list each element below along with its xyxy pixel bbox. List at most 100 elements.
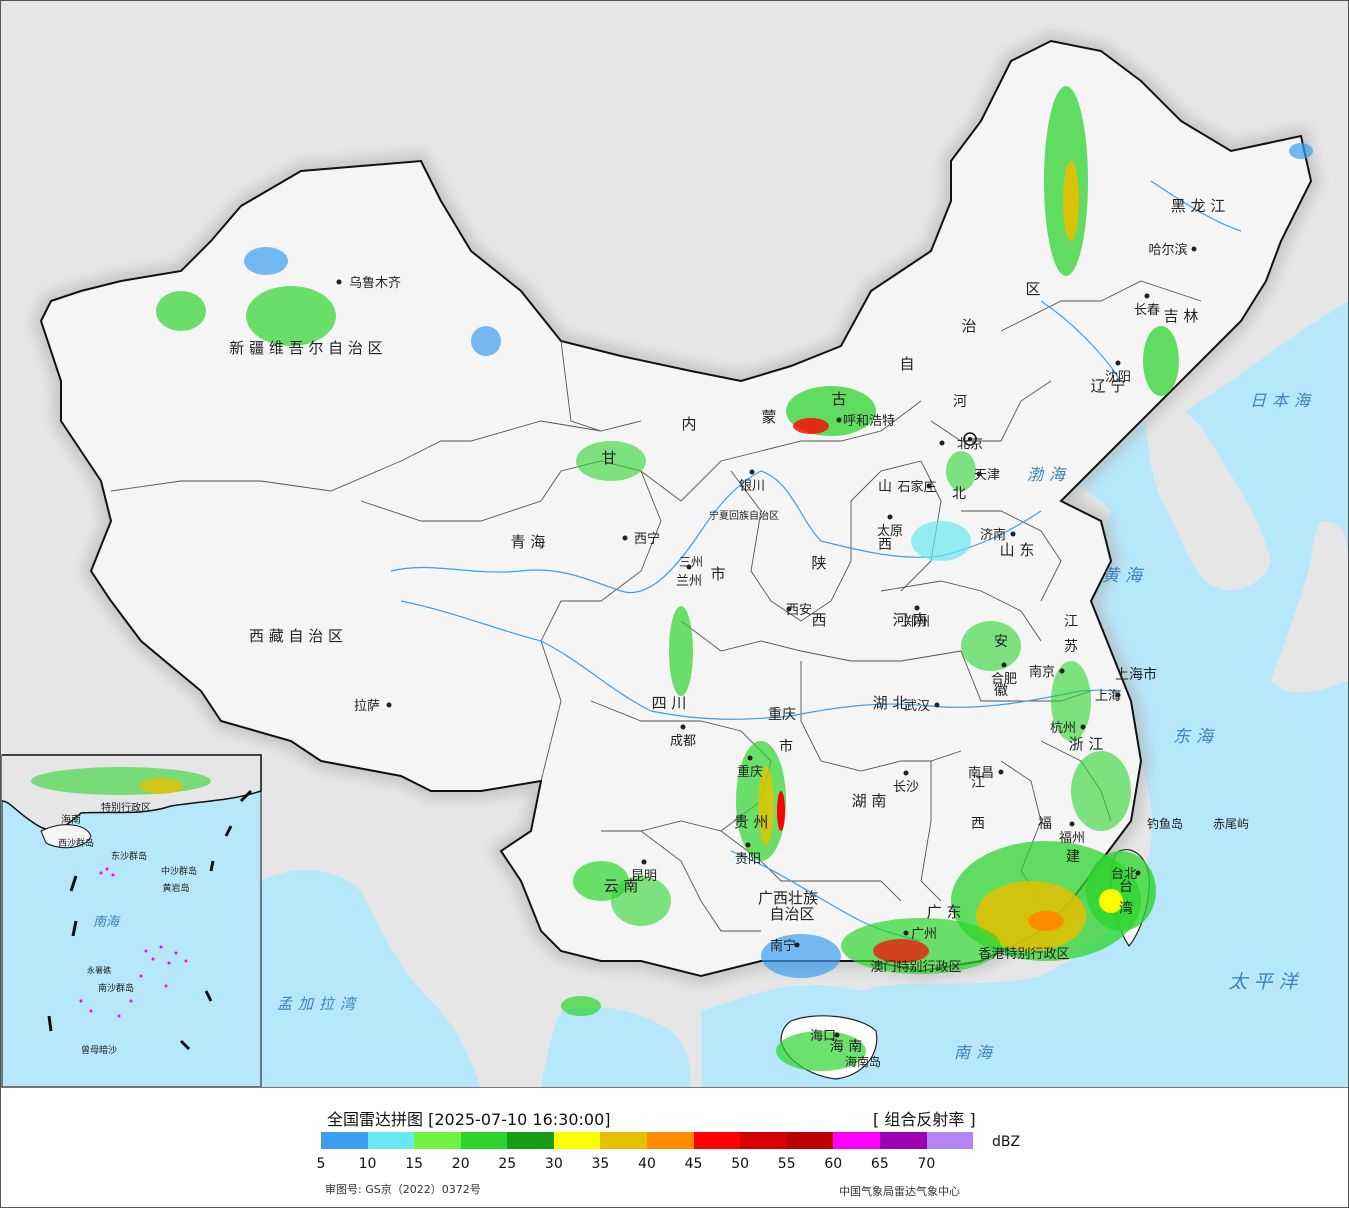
color-swatch xyxy=(879,1132,927,1149)
city-marker: 呼和浩特 xyxy=(836,414,895,429)
color-swatch xyxy=(926,1132,974,1149)
city-labels: 乌鲁木齐拉萨西宁银川呼和浩特北京天津石家庄太原 济南郑州西安兰州成都重庆武汉合肥南… xyxy=(336,242,1197,1044)
city-dot xyxy=(622,535,628,541)
province-label: 甘 xyxy=(601,449,616,467)
province-label: 自治区 xyxy=(769,905,814,923)
province-label: 河 南 xyxy=(893,611,928,629)
province-label: 广 东 xyxy=(927,903,962,921)
city-label: 上海 xyxy=(1095,689,1121,704)
sea-label: 黄海 xyxy=(1102,566,1148,586)
city-dot xyxy=(641,859,647,865)
city-dot xyxy=(903,930,909,936)
city-dot xyxy=(336,279,342,285)
city-dot xyxy=(786,606,792,612)
unit-label: dBZ xyxy=(992,1134,1021,1150)
city-dot xyxy=(914,605,920,611)
island-label: 钓鱼岛 xyxy=(1147,816,1183,831)
city-marker: 杭州 xyxy=(1050,721,1086,736)
city-label: 乌鲁木齐 xyxy=(349,275,401,291)
color-swatch xyxy=(833,1132,880,1149)
inset-label: 南海 xyxy=(93,915,121,930)
city-marker: 重庆 xyxy=(737,755,763,780)
legend-title: 全国雷达拼图 [2025-07-10 16:30:00] xyxy=(327,1110,611,1129)
color-swatch xyxy=(647,1132,694,1149)
province-label: 古 xyxy=(831,390,846,408)
island-label: 海南岛 xyxy=(845,1054,881,1069)
city-label: 兰州 xyxy=(676,574,702,589)
sea-andaman xyxy=(541,1007,691,1087)
city-dot xyxy=(1115,692,1121,698)
city-marker: 哈尔滨 xyxy=(1148,242,1197,258)
city-dot xyxy=(1010,531,1016,537)
color-swatch xyxy=(786,1132,834,1149)
sea-label: 东海 xyxy=(1173,727,1219,747)
province-label: 四 川 xyxy=(652,694,687,712)
city-marker: 成都 xyxy=(670,724,696,749)
province-label: 澳门特别行政区 xyxy=(870,959,961,975)
province-label: 西 xyxy=(811,611,826,629)
city-label: 太原 xyxy=(877,524,903,539)
city-label: 西宁 xyxy=(634,531,660,547)
city-label: 哈尔滨 xyxy=(1148,242,1187,258)
agency-credit: 中国气象局雷达气象中心 xyxy=(839,1185,960,1198)
scale-tick-label: 25 xyxy=(498,1156,517,1172)
city-marker: 昆明 xyxy=(631,859,657,884)
legend-panel: 全国雷达拼图 [2025-07-10 16:30:00] [ 组合反射率 ] 5… xyxy=(1,1088,1348,1207)
city-label: 贵阳 xyxy=(735,852,761,867)
inset-label: 曾母暗沙 xyxy=(81,1044,117,1056)
city-marker: 郑州 xyxy=(904,605,930,630)
province-label: 福 xyxy=(1038,816,1052,832)
city-marker: 太原 xyxy=(877,514,903,539)
province-label: 海 南 xyxy=(830,1039,862,1055)
scale-tick-label: 60 xyxy=(824,1156,843,1172)
city-dot xyxy=(926,483,932,489)
city-marker: 长春 xyxy=(1134,293,1160,318)
city-dot xyxy=(1001,662,1007,668)
city-label: 重庆 xyxy=(737,764,763,780)
city-label: 成都 xyxy=(670,734,696,749)
province-label: 黑 龙 江 xyxy=(1171,197,1226,215)
city-label: 福州 xyxy=(1059,831,1085,846)
scale-tick-label: 15 xyxy=(405,1156,424,1172)
city-label: 长春 xyxy=(1134,303,1160,318)
province-label: 上海市 xyxy=(1115,666,1157,683)
sea-label: 日本海 xyxy=(1250,391,1316,410)
province-label: 苏 xyxy=(1064,639,1078,655)
city-label: 拉萨 xyxy=(354,699,380,714)
city-label: 长沙 xyxy=(893,780,919,795)
sea-label: 渤海 xyxy=(1027,465,1071,484)
color-swatch xyxy=(460,1132,508,1149)
city-dot xyxy=(386,702,392,708)
province-label: 西 xyxy=(971,816,985,832)
city-marker: 上海 xyxy=(1095,689,1121,704)
province-label: 山 东 xyxy=(1000,541,1035,559)
inset-label: 永暑礁 xyxy=(87,965,111,975)
scale-tick-label: 45 xyxy=(684,1156,703,1172)
sea-bay-of-bengal xyxy=(261,870,481,1087)
city-dot xyxy=(1191,246,1197,252)
sea-label: 南海 xyxy=(954,1043,998,1062)
city-dot xyxy=(1144,293,1150,299)
province-label: 浙 江 xyxy=(1069,735,1104,753)
city-marker: 天津 xyxy=(974,468,1000,483)
korea-peninsula xyxy=(1146,400,1271,591)
province-label: 吉 林 xyxy=(1164,307,1199,325)
city-dot xyxy=(834,1032,840,1038)
color-swatch xyxy=(507,1132,554,1149)
color-swatch xyxy=(693,1132,741,1149)
color-swatch xyxy=(553,1132,601,1149)
scale-tick-label: 5 xyxy=(316,1156,326,1172)
province-label: 陕 xyxy=(811,554,826,572)
province-label: 自 xyxy=(899,355,914,373)
province-label: 重庆 xyxy=(768,707,796,723)
scale-tick-label: 50 xyxy=(731,1156,750,1172)
city-marker: 广州 xyxy=(903,927,937,942)
city-dot xyxy=(749,469,755,475)
city-dot xyxy=(680,724,686,730)
city-dot xyxy=(1115,360,1121,366)
city-label: 沈阳 xyxy=(1105,370,1131,385)
scale-tick-label: 20 xyxy=(451,1156,470,1172)
